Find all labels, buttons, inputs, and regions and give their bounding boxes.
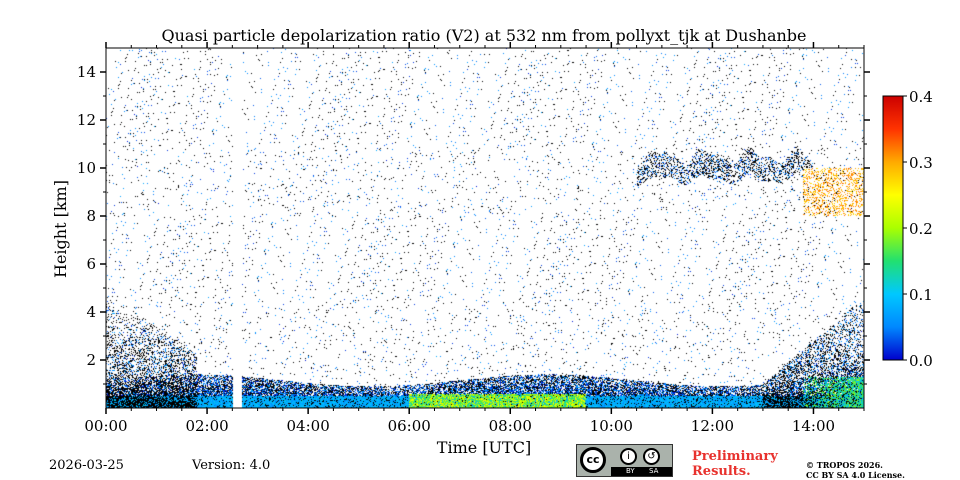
cc-badge-strip: BY SA	[611, 467, 672, 476]
cc-logo-icon: cc	[580, 447, 606, 473]
x-tick-label: 04:00	[287, 417, 330, 435]
x-axis-label: Time [UTC]	[437, 438, 531, 457]
x-tick-label: 12:00	[691, 417, 734, 435]
y-axis-label: Height [km]	[51, 180, 70, 278]
y-tick-label: 10	[77, 159, 96, 177]
copyright-line-2: CC BY SA 4.0 License.	[806, 470, 905, 480]
x-tick-label: 00:00	[84, 417, 127, 435]
colorbar	[882, 95, 904, 361]
y-tick-label: 12	[77, 111, 96, 129]
preliminary-line-1: Preliminary	[692, 449, 778, 464]
chart-title: Quasi particle depolarization ratio (V2)…	[161, 26, 806, 45]
by-attribution-icon: i	[620, 448, 637, 465]
x-tick-label: 14:00	[792, 417, 835, 435]
share-alike-icon: ↺	[643, 448, 660, 465]
footer-date: 2026-03-25	[49, 458, 124, 473]
colorbar-tick-label: 0.1	[909, 286, 933, 304]
y-tick-label: 14	[77, 63, 96, 81]
cc-by-text: BY	[626, 467, 635, 475]
y-tick-label: 4	[86, 303, 96, 321]
colorbar-tick-label: 0.4	[909, 88, 933, 106]
cc-license-badge: cc i ↺ BY SA	[576, 444, 673, 477]
x-tick-label: 10:00	[590, 417, 633, 435]
preliminary-results-notice: Preliminary Results.	[692, 449, 778, 479]
y-tick-label: 2	[86, 351, 96, 369]
y-tick-label: 8	[86, 207, 96, 225]
footer-version: Version: 4.0	[192, 458, 271, 473]
copyright-notice: © TROPOS 2026. CC BY SA 4.0 License.	[806, 460, 905, 480]
x-tick-label: 02:00	[185, 417, 228, 435]
colorbar-tick-label: 0.2	[909, 220, 933, 238]
x-tick-label: 08:00	[489, 417, 532, 435]
heatmap-image	[106, 48, 864, 408]
preliminary-line-2: Results.	[692, 464, 751, 479]
colorbar-tick-label: 0.3	[909, 154, 933, 172]
copyright-line-1: © TROPOS 2026.	[806, 460, 883, 470]
y-tick-label: 6	[86, 255, 96, 273]
colorbar-tick-label: 0.0	[909, 352, 933, 370]
cc-sa-text: SA	[649, 467, 659, 475]
x-tick-label: 06:00	[388, 417, 431, 435]
